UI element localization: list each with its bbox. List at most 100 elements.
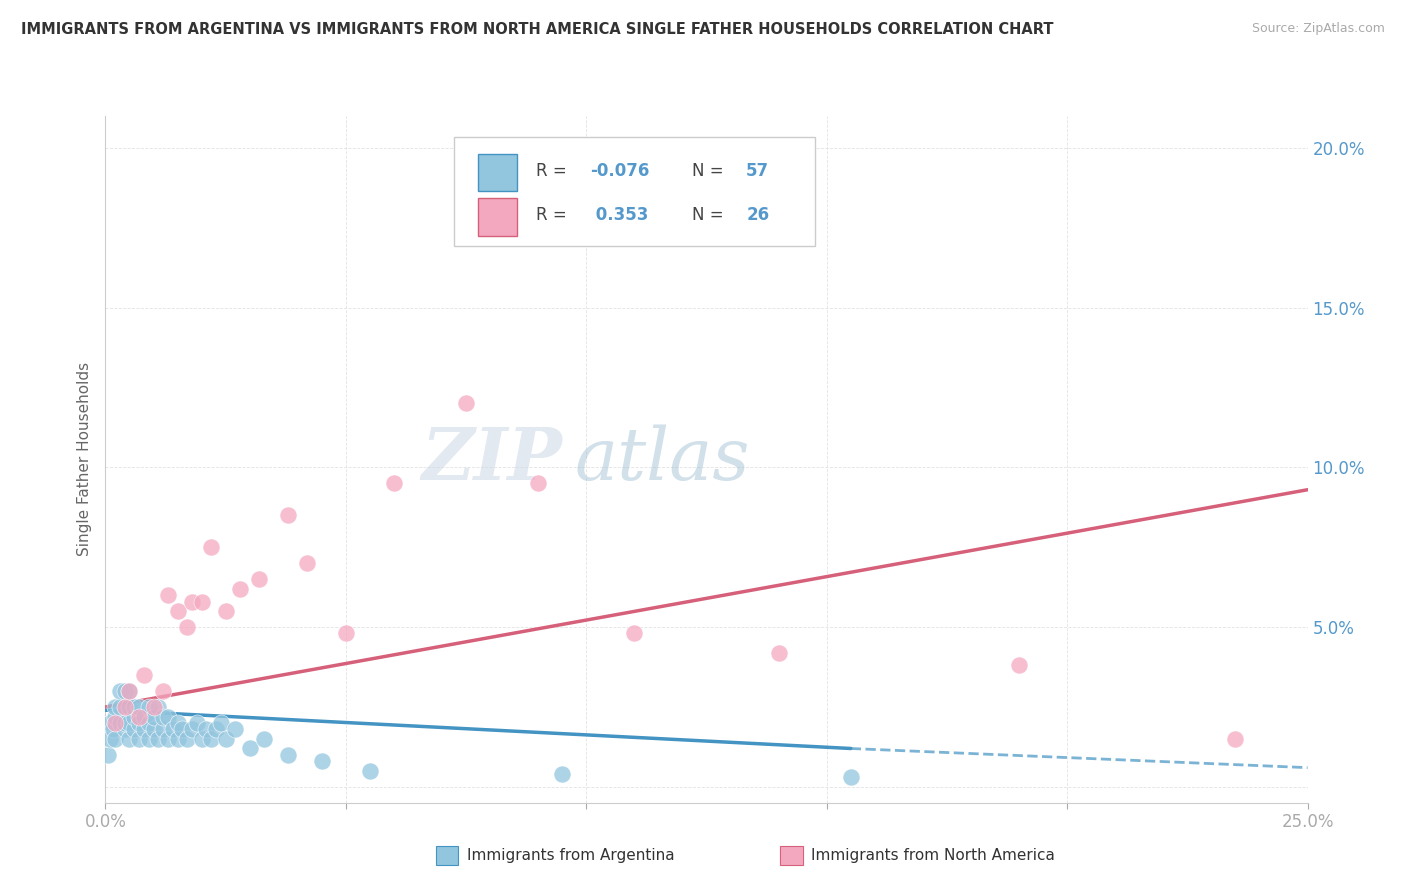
Text: Source: ZipAtlas.com: Source: ZipAtlas.com	[1251, 22, 1385, 36]
Bar	[478, 153, 516, 192]
Point	[839, 770, 862, 784]
Point	[118, 700, 141, 714]
Point	[152, 684, 174, 698]
Point	[114, 723, 136, 737]
Point	[124, 700, 146, 714]
Bar	[478, 198, 516, 235]
Point	[214, 604, 236, 618]
Point	[195, 723, 218, 737]
Point	[118, 684, 141, 698]
Point	[104, 700, 127, 714]
Point	[148, 731, 170, 746]
Point	[156, 709, 179, 723]
FancyBboxPatch shape	[454, 136, 814, 246]
Point	[200, 540, 222, 554]
Point	[124, 723, 146, 737]
Point	[108, 715, 131, 730]
Point	[128, 715, 150, 730]
Point	[114, 700, 136, 714]
Point	[97, 747, 120, 762]
Point	[229, 582, 252, 596]
Point	[166, 731, 188, 746]
Point	[142, 700, 165, 714]
Point	[1008, 658, 1031, 673]
Text: N =: N =	[692, 161, 728, 180]
Point	[382, 476, 405, 491]
Text: -0.076: -0.076	[591, 161, 650, 180]
Text: R =: R =	[536, 161, 572, 180]
Text: R =: R =	[536, 206, 572, 224]
Point	[98, 715, 121, 730]
Point	[128, 700, 150, 714]
Point	[209, 715, 232, 730]
Point	[172, 723, 194, 737]
Point	[253, 731, 276, 746]
Y-axis label: Single Father Households: Single Father Households	[77, 362, 93, 557]
Point	[166, 604, 188, 618]
Point	[138, 700, 160, 714]
Point	[104, 715, 127, 730]
Point	[200, 731, 222, 746]
Point	[98, 731, 121, 746]
Text: ZIP: ZIP	[422, 424, 562, 495]
Point	[1225, 731, 1247, 746]
Point	[118, 715, 141, 730]
Point	[247, 572, 270, 586]
Point	[181, 594, 204, 608]
Point	[176, 620, 198, 634]
Point	[148, 700, 170, 714]
Point	[527, 476, 550, 491]
Point	[104, 709, 127, 723]
Point	[181, 723, 204, 737]
Point	[152, 709, 174, 723]
Point	[214, 731, 236, 746]
Point	[239, 741, 262, 756]
Text: atlas: atlas	[574, 424, 749, 495]
Point	[124, 709, 146, 723]
Point	[118, 731, 141, 746]
Text: N =: N =	[692, 206, 728, 224]
Point	[190, 594, 212, 608]
Point	[132, 668, 155, 682]
Text: IMMIGRANTS FROM ARGENTINA VS IMMIGRANTS FROM NORTH AMERICA SINGLE FATHER HOUSEHO: IMMIGRANTS FROM ARGENTINA VS IMMIGRANTS …	[21, 22, 1053, 37]
Point	[162, 723, 184, 737]
Point	[138, 731, 160, 746]
Point	[152, 723, 174, 737]
Point	[156, 731, 179, 746]
Point	[138, 715, 160, 730]
Text: Immigrants from Argentina: Immigrants from Argentina	[467, 848, 675, 863]
Point	[176, 731, 198, 746]
Point	[142, 709, 165, 723]
Text: 0.353: 0.353	[591, 206, 648, 224]
Point	[277, 747, 299, 762]
Point	[114, 684, 136, 698]
Point	[277, 508, 299, 523]
Point	[156, 588, 179, 602]
Point	[551, 767, 574, 781]
Point	[108, 700, 131, 714]
Text: Immigrants from North America: Immigrants from North America	[811, 848, 1054, 863]
Point	[623, 626, 645, 640]
Point	[297, 556, 319, 570]
Point	[101, 723, 124, 737]
Point	[205, 723, 228, 737]
Point	[108, 684, 131, 698]
Point	[114, 715, 136, 730]
Point	[142, 723, 165, 737]
Point	[311, 754, 333, 768]
Text: 57: 57	[747, 161, 769, 180]
Point	[132, 709, 155, 723]
Text: 26: 26	[747, 206, 769, 224]
Point	[128, 709, 150, 723]
Point	[768, 646, 790, 660]
Point	[132, 723, 155, 737]
Point	[166, 715, 188, 730]
Point	[359, 764, 381, 778]
Point	[186, 715, 208, 730]
Point	[224, 723, 246, 737]
Point	[335, 626, 357, 640]
Point	[190, 731, 212, 746]
Point	[454, 396, 477, 410]
Point	[128, 731, 150, 746]
Point	[118, 684, 141, 698]
